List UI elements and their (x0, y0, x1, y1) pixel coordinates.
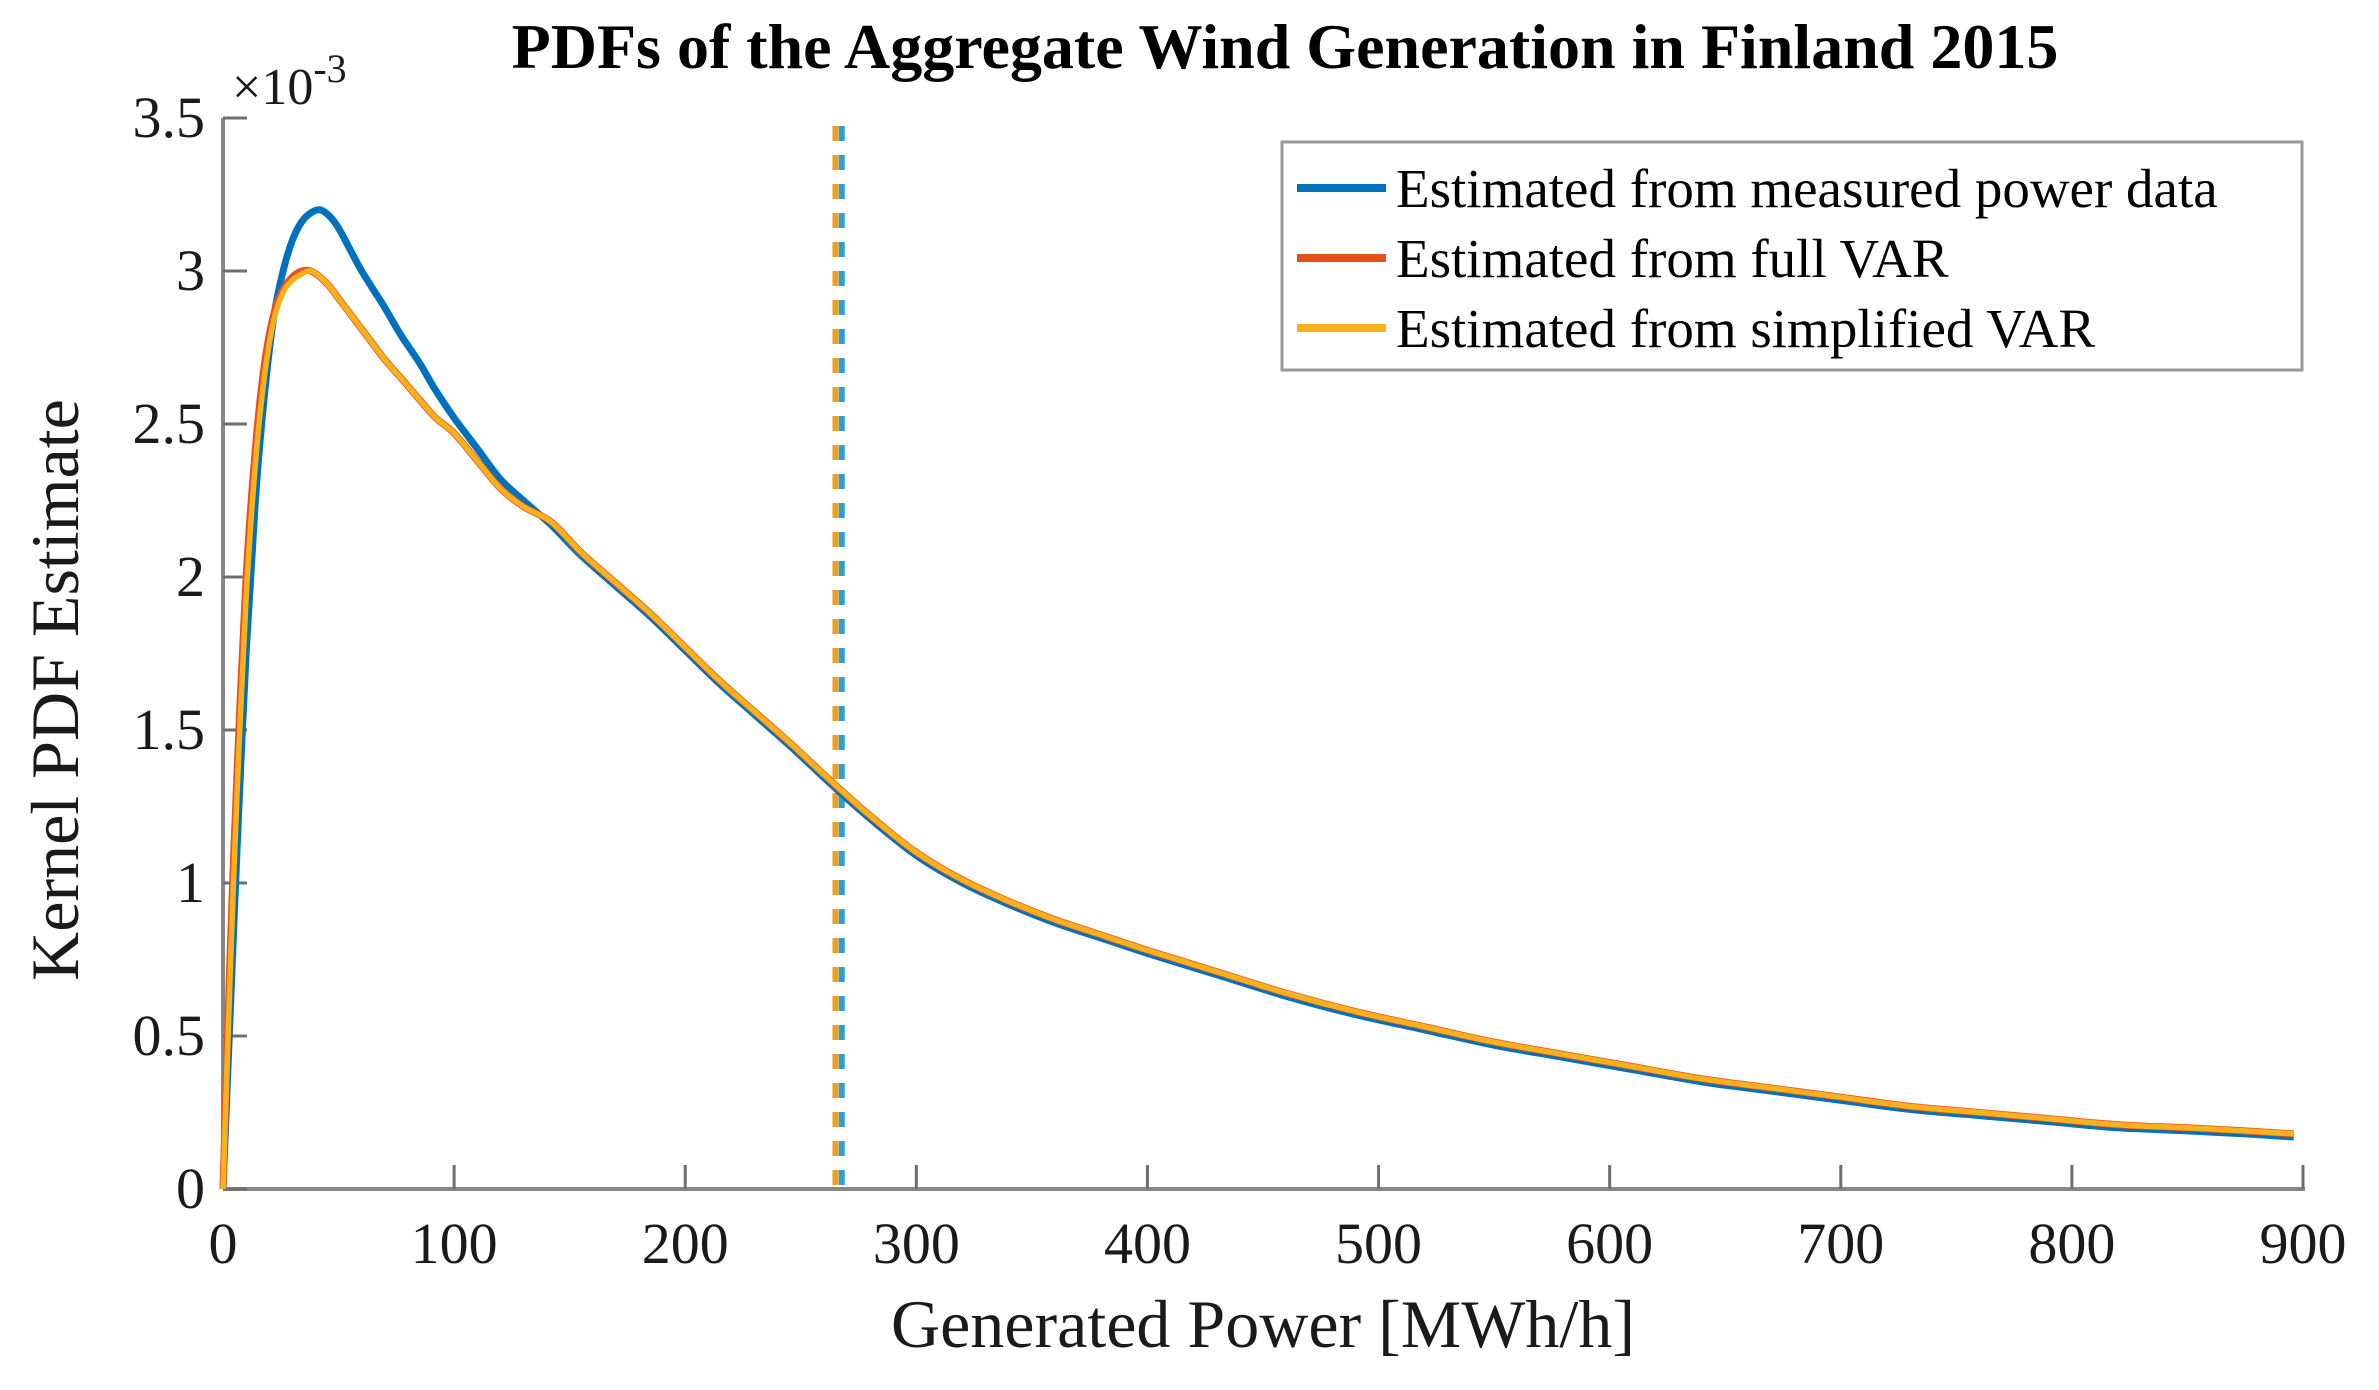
legend: Estimated from measured power data Estim… (1280, 140, 2304, 372)
y-tick-label: 3.5 (133, 85, 206, 150)
x-tick-label: 500 (1335, 1211, 1422, 1276)
x-axis-label: Generated Power [MWh/h] (891, 1286, 1635, 1362)
multiplier-exponent: -3 (313, 46, 346, 91)
y-tick-label: 1 (176, 850, 205, 915)
x-tick-label: 600 (1566, 1211, 1653, 1276)
curve-simplified-var (220, 268, 2294, 1190)
chart-title: PDFs of the Aggregate Wind Generation in… (512, 11, 2059, 82)
x-axis-ticks: 0 100 200 300 400 500 600 700 800 900 (209, 1165, 2347, 1276)
y-tick-label: 2 (176, 544, 205, 609)
legend-item-simplified-var: Estimated from simplified VAR (1297, 298, 2095, 359)
x-tick-label: 400 (1104, 1211, 1191, 1276)
y-tick-label: 3 (176, 238, 205, 303)
data-curves (219, 206, 2295, 1190)
axes: 0 100 200 300 400 500 600 700 800 900 0 0.5 1 1.5 2 2.… (133, 85, 2347, 1276)
y-axis-label: Kernel PDF Estimate (17, 399, 93, 981)
legend-label-simplified-var: Estimated from simplified VAR (1396, 298, 2095, 359)
mean-dashed-lines (832, 126, 845, 1187)
y-axis-ticks: 0 0.5 1 1.5 2 2.5 3 3.5 (133, 85, 247, 1221)
multiplier-base: ×10 (232, 59, 313, 116)
x-tick-label: 100 (411, 1211, 498, 1276)
y-tick-label: 2.5 (133, 391, 206, 456)
legend-item-measured: Estimated from measured power data (1297, 158, 2218, 219)
y-tick-label: 0 (176, 1156, 205, 1221)
x-tick-label: 0 (209, 1211, 238, 1276)
x-tick-label: 200 (642, 1211, 729, 1276)
legend-label-full-var: Estimated from full VAR (1396, 228, 1949, 289)
y-tick-label: 0.5 (133, 1003, 206, 1068)
legend-label-measured: Estimated from measured power data (1396, 158, 2218, 219)
x-tick-label: 900 (2260, 1211, 2347, 1276)
x-tick-label: 800 (2028, 1211, 2115, 1276)
x-tick-label: 300 (873, 1211, 960, 1276)
curve-full-var (219, 266, 2295, 1190)
legend-box (1280, 140, 2304, 372)
y-axis-multiplier: ×10-3 (232, 46, 347, 116)
x-tick-label: 700 (1797, 1211, 1884, 1276)
y-tick-label: 1.5 (133, 697, 206, 762)
legend-item-full-var: Estimated from full VAR (1297, 228, 1949, 289)
